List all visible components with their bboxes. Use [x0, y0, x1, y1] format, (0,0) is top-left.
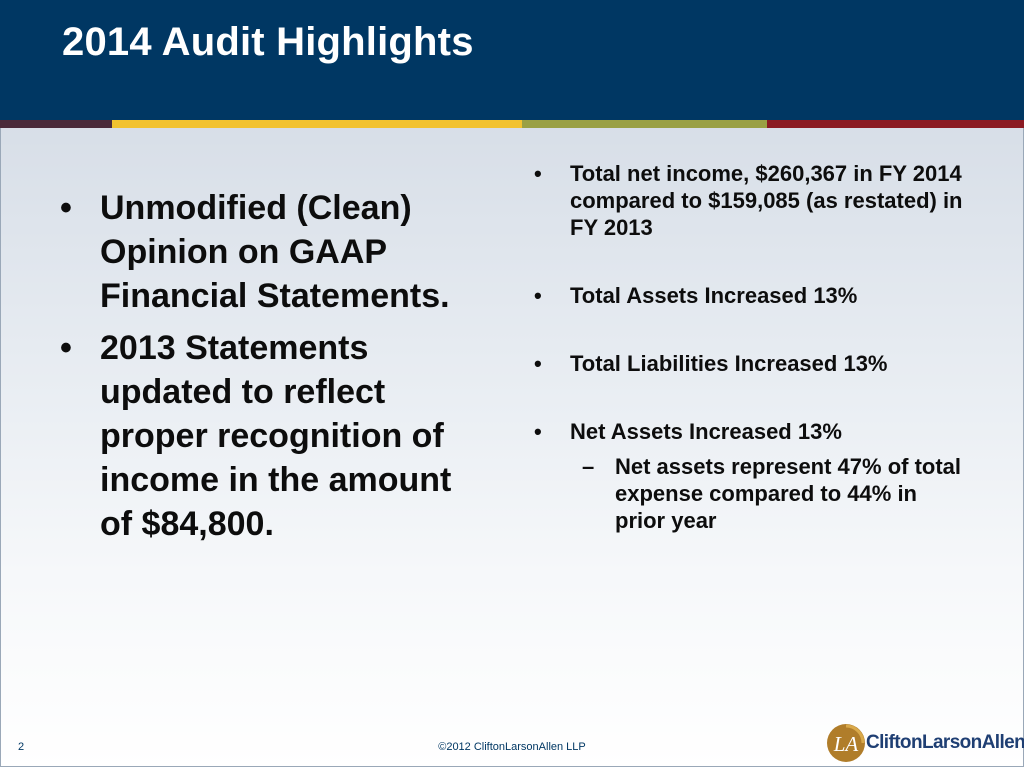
bullet-glyph: • [534, 161, 542, 186]
right-bullet-item: • Total Assets Increased 13% [530, 282, 970, 309]
right-bullet-text: Total Liabilities Increased 13% [570, 351, 888, 376]
bullet-glyph: • [534, 351, 542, 376]
slide-title: 2014 Audit Highlights [62, 20, 474, 64]
accent-segment-olive [522, 120, 767, 128]
sub-bullet-item: – Net assets represent 47% of total expe… [570, 453, 970, 534]
right-bullet-item: • Total Liabilities Increased 13% [530, 350, 970, 377]
right-bullet-list: • Total net income, $260,367 in FY 2014 … [530, 160, 970, 575]
accent-segment-dark [0, 120, 112, 128]
right-bullet-text: Total Assets Increased 13% [570, 283, 858, 308]
left-bullet-text: 2013 Statements updated to reflect prope… [100, 329, 452, 543]
logo-wordmark: CliftonLarsonAllen [866, 732, 1024, 753]
left-bullet-item: • 2013 Statements updated to reflect pro… [58, 326, 488, 546]
right-bullet-text: Net Assets Increased 13% [570, 419, 842, 444]
bullet-glyph: • [60, 329, 72, 367]
accent-segment-gold [112, 120, 522, 128]
bullet-glyph: • [534, 283, 542, 308]
logo-mark-text: LA [833, 732, 859, 756]
left-bullet-list: • Unmodified (Clean) Opinion on GAAP Fin… [58, 186, 488, 554]
slide-header: 2014 Audit Highlights [0, 0, 1024, 120]
sub-bullet-text: Net assets represent 47% of total expens… [615, 454, 962, 533]
right-bullet-item: • Total net income, $260,367 in FY 2014 … [530, 160, 970, 241]
cla-logo-icon: LA [827, 724, 865, 762]
bullet-glyph: • [534, 419, 542, 444]
page-number: 2 [18, 741, 25, 753]
accent-segment-red [767, 120, 1024, 128]
left-bullet-item: • Unmodified (Clean) Opinion on GAAP Fin… [58, 186, 488, 318]
left-bullet-text: Unmodified (Clean) Opinion on GAAP Finan… [100, 189, 450, 315]
bullet-glyph: • [60, 189, 72, 227]
accent-bar [0, 120, 1024, 128]
right-bullet-item: • Net Assets Increased 13% – Net assets … [530, 418, 970, 534]
dash-glyph: – [582, 454, 595, 479]
copyright-text: ©2012 CliftonLarsonAllen LLP [438, 741, 586, 753]
right-bullet-text: Total net income, $260,367 in FY 2014 co… [570, 161, 963, 240]
cla-logo: LA CliftonLarsonAllen [826, 722, 1024, 764]
sub-bullet-list: – Net assets represent 47% of total expe… [570, 453, 970, 534]
